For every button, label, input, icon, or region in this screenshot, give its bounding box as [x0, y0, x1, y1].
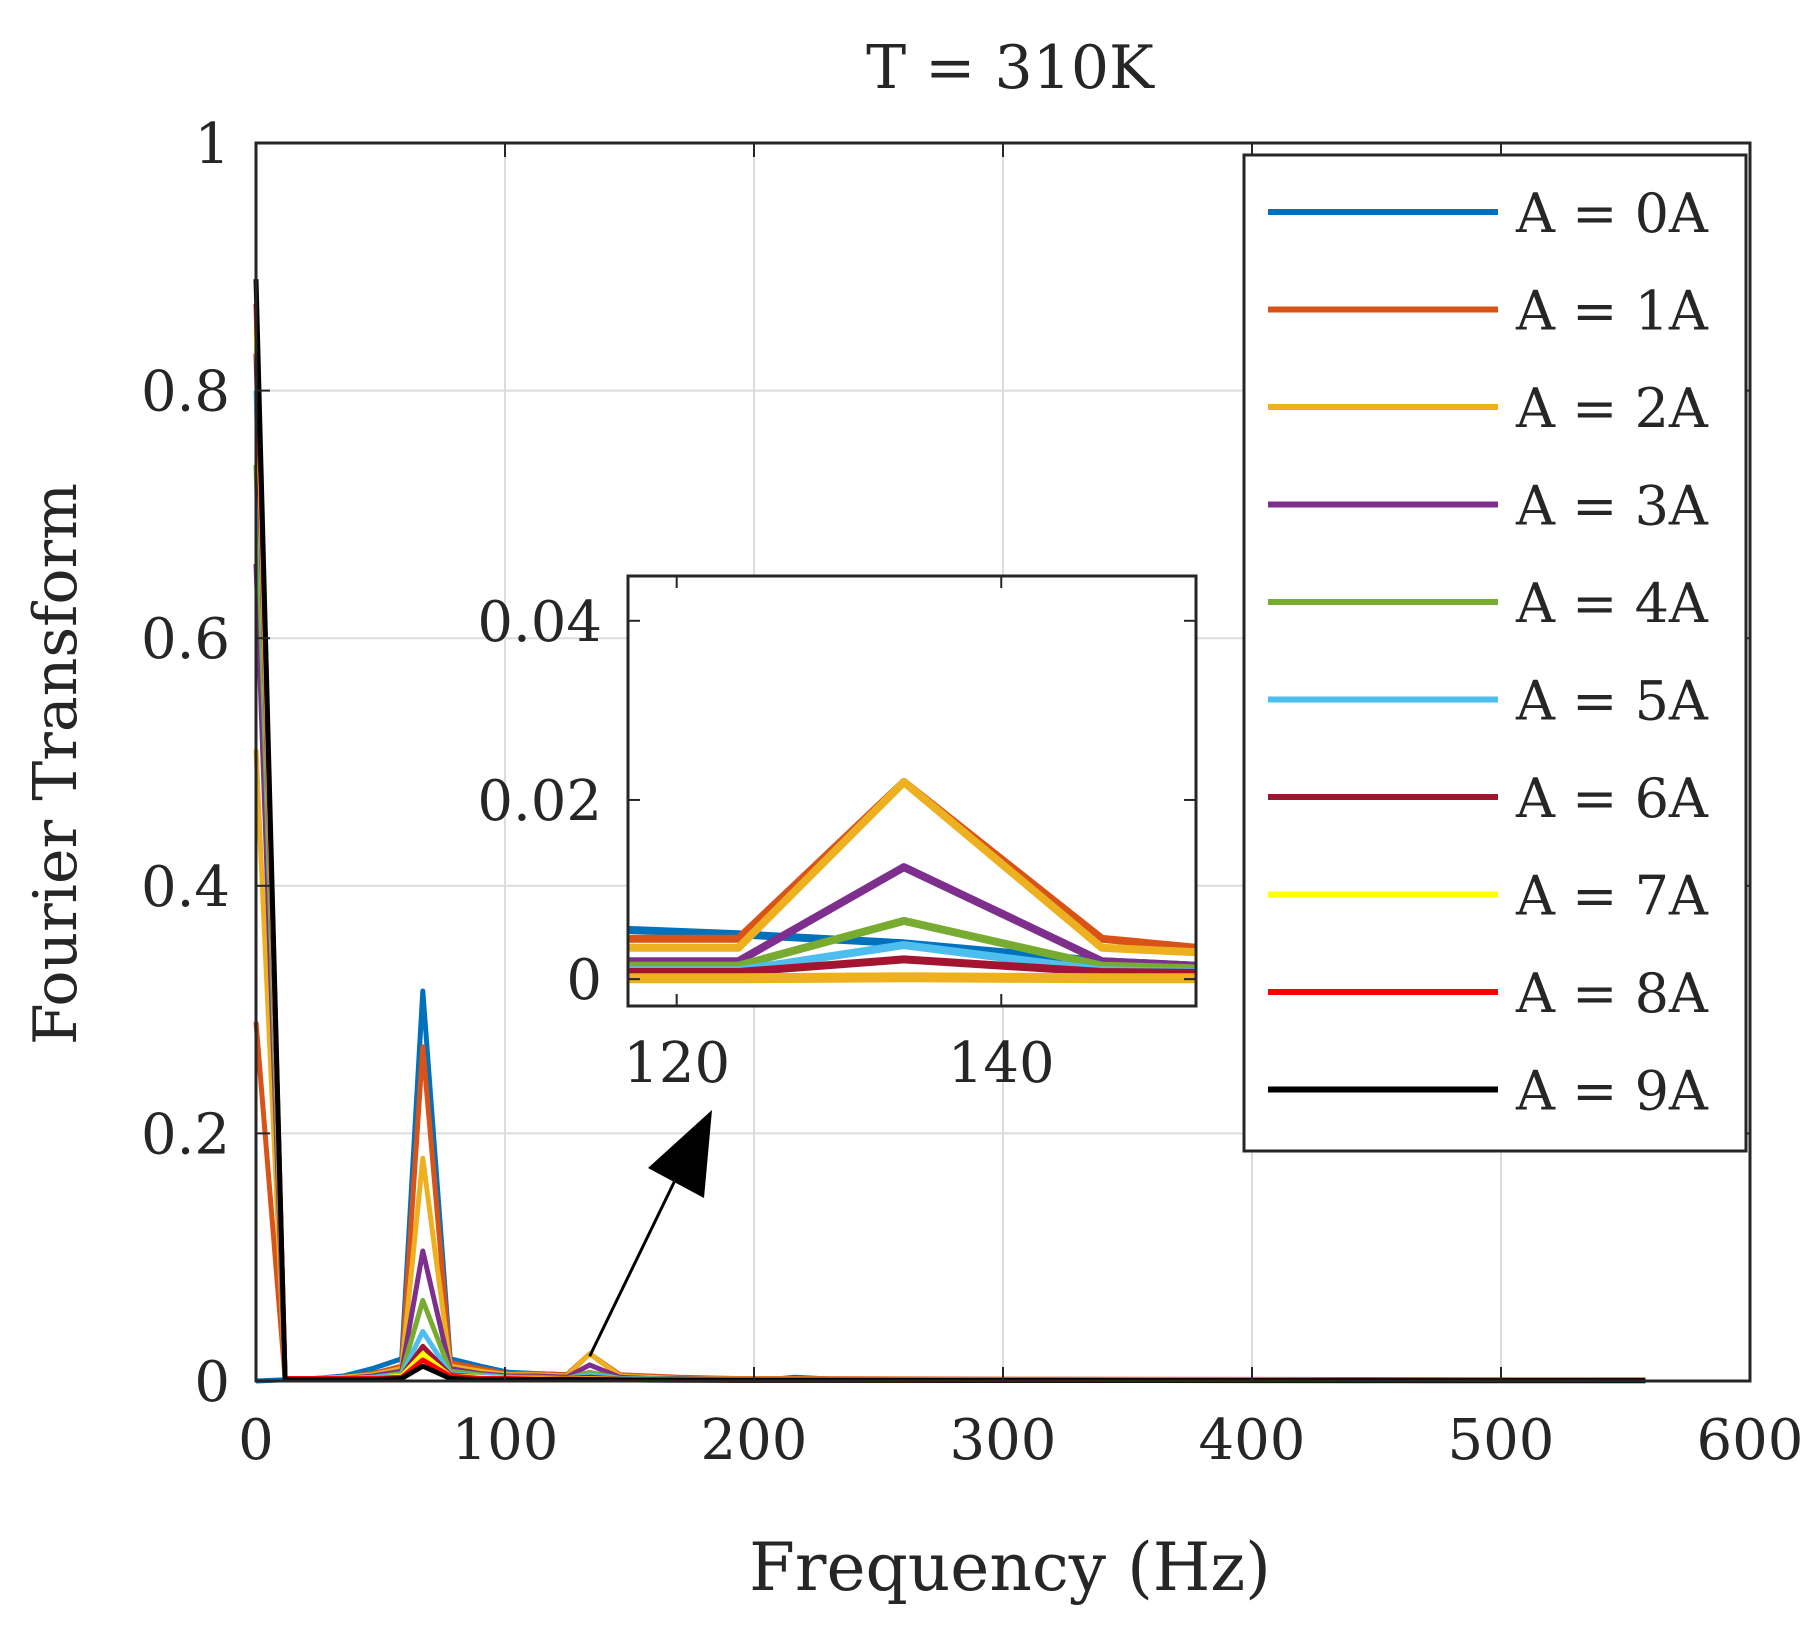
inset-y-tick-label: 0 — [566, 948, 602, 1013]
x-tick-label: 300 — [950, 1408, 1057, 1473]
legend-entry-label: A = 1A — [1515, 280, 1709, 343]
legend-entry-label: A = 3A — [1515, 475, 1709, 538]
inset-y-tick-label: 0.04 — [477, 590, 602, 655]
x-tick-label: 500 — [1448, 1408, 1555, 1473]
arrow-head — [648, 1110, 712, 1198]
x-tick-label: 400 — [1199, 1408, 1306, 1473]
y-axis-label: Fourier Transform — [21, 483, 91, 1045]
chart-title: T = 310K — [866, 33, 1155, 103]
inset-x-tick-label: 120 — [623, 1031, 730, 1096]
main-axes: 0 100 200 300 400 500 600 0 0.2 0.4 0.6 0.8 1 — [141, 112, 1804, 1473]
legend-entry-label: A = 0A — [1515, 182, 1709, 245]
y-tick-label: 0.4 — [141, 855, 230, 920]
inset-series-line-6 — [628, 778, 1196, 957]
inset-series-line-5 — [628, 955, 1196, 977]
x-axis-label: Frequency (Hz) — [749, 1529, 1271, 1606]
x-tick-label: 0 — [238, 1408, 274, 1473]
annotation-arrow — [588, 1110, 712, 1357]
legend-entry-label: A = 9A — [1515, 1060, 1709, 1123]
legend-entry-label: A = 5A — [1515, 670, 1709, 733]
x-tick-label: 600 — [1697, 1408, 1804, 1473]
inset-series-line-7 — [628, 972, 1196, 984]
legend-entry-label: A = 4A — [1515, 572, 1709, 635]
y-tick-label: 0.2 — [141, 1102, 230, 1167]
inset-series-line-3 — [628, 916, 1196, 973]
arrow-shaft — [588, 1169, 682, 1357]
legend-entry-label: A = 6A — [1515, 767, 1709, 830]
y-tick-label: 1 — [194, 112, 230, 177]
x-tick-label: 100 — [452, 1408, 559, 1473]
legend: A = 0A A = 1A A = 2A A = 3A A = 4A A = 5A A = … — [1242, 153, 1748, 1153]
inset-x-tick-label: 140 — [948, 1031, 1055, 1096]
legend-box — [1242, 153, 1748, 1153]
y-tick-label: 0.6 — [141, 607, 230, 672]
inset-frame — [626, 574, 1198, 1008]
y-tick-label: 0 — [194, 1350, 230, 1415]
inset-chart: 120 140 0 0.02 0.04 — [477, 574, 1198, 1096]
x-tick-label: 200 — [701, 1408, 808, 1473]
legend-entry-label: A = 7A — [1515, 865, 1709, 928]
inset-y-tick-label: 0.02 — [477, 769, 602, 834]
legend-entry-label: A = 8A — [1515, 962, 1709, 1025]
inset-lines — [628, 778, 1196, 984]
y-tick-label: 0.8 — [141, 360, 230, 425]
legend-entry-label: A = 2A — [1515, 377, 1709, 440]
